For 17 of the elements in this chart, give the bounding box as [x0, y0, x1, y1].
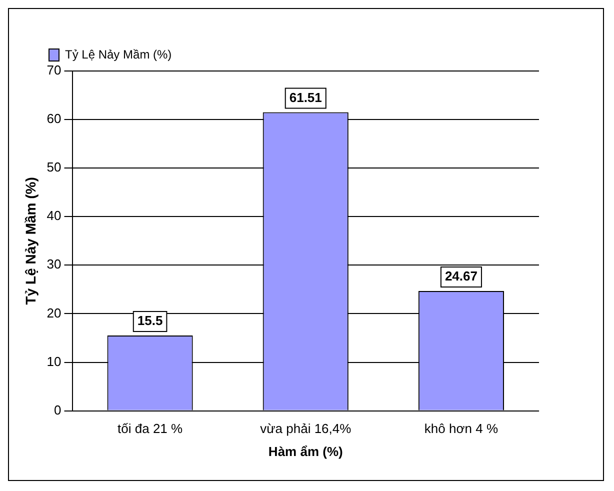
x-tick-label: khô hơn 4 % [424, 421, 498, 436]
legend-label: Tỷ Lệ Nảy Mầm (%) [65, 47, 172, 62]
y-tick-label: 0 [54, 402, 62, 418]
y-tick-label: 60 [46, 111, 62, 126]
y-tick-label: 40 [46, 208, 62, 224]
y-tick-label: 20 [46, 305, 62, 320]
y-tick-label: 70 [46, 62, 62, 78]
data-label: 24.67 [444, 268, 478, 284]
y-tick-label: 10 [46, 354, 62, 369]
data-label: 15.5 [137, 313, 163, 328]
x-tick-label: vừa phải 16,4% [260, 421, 352, 436]
x-axis-title: Hàm ẩm (%) [268, 444, 343, 459]
y-axis-title: Tỷ Lệ Nảy Mầm (%) [22, 177, 38, 305]
x-tick-label: tối đa 21 % [118, 421, 184, 436]
y-tick-label: 50 [46, 160, 62, 175]
data-label: 61.51 [289, 90, 322, 105]
y-tick-label: 30 [46, 256, 62, 272]
